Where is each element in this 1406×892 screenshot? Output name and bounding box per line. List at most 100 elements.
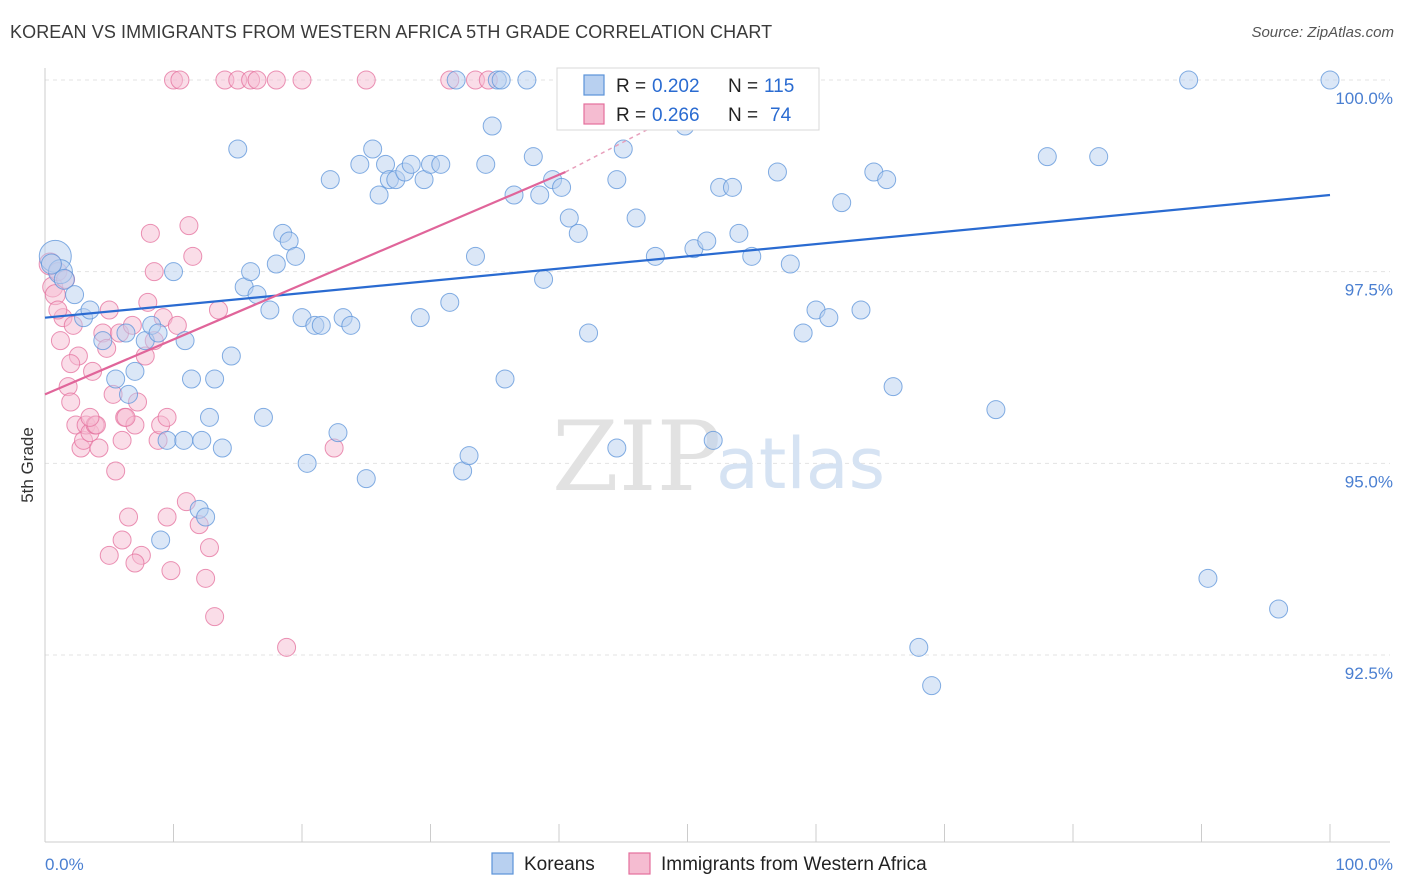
point-koreans-79: [607, 170, 627, 190]
point-koreans-62: [476, 154, 496, 174]
y-tick-label-1: 97.5%: [1345, 281, 1393, 300]
point-koreans-101: [883, 377, 903, 397]
point-koreans-8: [106, 369, 126, 389]
point-koreans-41: [328, 423, 348, 443]
point-wafrica-65: [99, 545, 119, 565]
bottom-legend-swatch-wafrica: [628, 852, 651, 875]
point-wafrica-23: [106, 461, 126, 481]
point-koreans-113: [192, 430, 212, 450]
y-tick-label-3: 92.5%: [1345, 664, 1393, 683]
point-koreans-102: [909, 637, 929, 657]
bottom-legend-swatch-koreans: [491, 852, 514, 875]
point-koreans-30: [253, 407, 273, 427]
point-wafrica-40: [161, 561, 181, 581]
point-koreans-110: [1320, 70, 1340, 90]
source-label: Source: ZipAtlas.com: [1251, 24, 1394, 41]
point-wafrica-67: [125, 553, 145, 573]
point-koreans-4: [65, 285, 85, 305]
point-wafrica-42: [167, 315, 187, 335]
legend-swatch-koreans: [583, 74, 605, 96]
point-wafrica-51: [208, 300, 228, 320]
point-koreans-74: [559, 208, 579, 228]
point-koreans-24: [212, 438, 232, 458]
point-koreans-92: [767, 162, 787, 182]
point-koreans-109: [1269, 599, 1289, 619]
point-koreans-17: [174, 430, 194, 450]
point-koreans-97: [832, 193, 852, 213]
point-koreans-70: [530, 185, 550, 205]
legend-r-label-koreans: R =: [616, 76, 646, 97]
point-koreans-57: [440, 292, 460, 312]
point-koreans-39: [311, 315, 331, 335]
point-koreans-6: [80, 300, 100, 320]
point-koreans-53: [410, 308, 430, 328]
point-koreans-16: [164, 262, 183, 282]
point-wafrica-34: [140, 223, 160, 243]
point-koreans-45: [356, 469, 376, 489]
trend-line-wafrica: [44, 170, 566, 396]
point-koreans-9: [116, 323, 136, 343]
legend-n-value-koreans: 115: [764, 76, 794, 97]
point-koreans-112: [703, 430, 723, 450]
point-koreans-52: [401, 154, 421, 174]
point-koreans-68: [517, 70, 537, 90]
point-koreans-23: [205, 369, 225, 389]
watermark-zip: ZIP: [552, 401, 721, 513]
point-koreans-61: [465, 246, 485, 266]
point-wafrica-8: [61, 392, 81, 412]
point-koreans-63: [482, 116, 502, 136]
data-points: [38, 70, 1340, 696]
point-koreans-82: [645, 246, 665, 266]
point-koreans-111: [607, 438, 627, 458]
point-koreans-58: [446, 70, 466, 90]
point-koreans-71: [534, 269, 554, 289]
bottom-legend-label-koreans: Koreans: [524, 854, 595, 875]
bottom-legend-label-wafrica: Immigrants from Western Africa: [661, 854, 927, 875]
point-koreans-65: [491, 70, 511, 90]
correlation-legend: R = 0.202 N = 115 R = 0.266 N = 74: [556, 67, 820, 131]
point-koreans-103: [922, 676, 942, 696]
y-tick-label-0: 100.0%: [1335, 89, 1393, 108]
point-koreans-75: [568, 223, 588, 243]
point-wafrica-35: [144, 262, 164, 282]
point-koreans-19: [181, 369, 201, 389]
point-koreans-7: [93, 331, 113, 351]
point-koreans-21: [196, 507, 216, 527]
series-legend: Koreans Immigrants from Western Africa: [491, 852, 927, 875]
point-koreans-11: [125, 361, 145, 381]
point-wafrica-50: [205, 607, 225, 627]
point-koreans-14: [148, 323, 168, 343]
legend-n-label-koreans: N =: [728, 76, 758, 97]
legend-n-label-wafrica: N =: [728, 105, 758, 126]
point-koreans-90: [742, 246, 762, 266]
point-koreans-88: [722, 177, 742, 197]
point-wafrica-69: [61, 354, 81, 374]
point-koreans-15: [157, 430, 177, 450]
point-koreans-98: [851, 300, 871, 320]
chart-title: KOREAN VS IMMIGRANTS FROM WESTERN AFRICA…: [10, 22, 773, 42]
trend-line-koreans: [44, 193, 1331, 319]
tick-labels: 100.0% 97.5% 95.0% 92.5% 0.0% 100.0%: [45, 89, 1393, 874]
point-koreans-81: [626, 208, 646, 228]
point-wafrica-73: [157, 407, 177, 427]
legend-swatch-wafrica: [583, 103, 605, 125]
point-koreans-94: [793, 323, 813, 343]
point-wafrica-56: [266, 70, 286, 90]
point-wafrica-46: [183, 246, 203, 266]
point-koreans-89: [729, 223, 749, 243]
x-tick-label-0: 0.0%: [45, 855, 84, 874]
point-wafrica-60: [356, 70, 376, 90]
point-koreans-93: [780, 254, 800, 274]
point-koreans-60: [459, 446, 479, 466]
point-koreans-2: [40, 253, 62, 275]
point-koreans-37: [297, 453, 317, 473]
point-wafrica-70: [48, 300, 68, 320]
point-koreans-108: [1198, 568, 1218, 588]
point-wafrica-39: [157, 507, 177, 527]
point-koreans-22: [199, 407, 219, 427]
point-koreans-35: [286, 246, 306, 266]
point-koreans-10: [119, 384, 139, 404]
point-wafrica-18: [89, 438, 109, 458]
point-wafrica-72: [116, 407, 136, 427]
point-wafrica-48: [196, 568, 216, 588]
